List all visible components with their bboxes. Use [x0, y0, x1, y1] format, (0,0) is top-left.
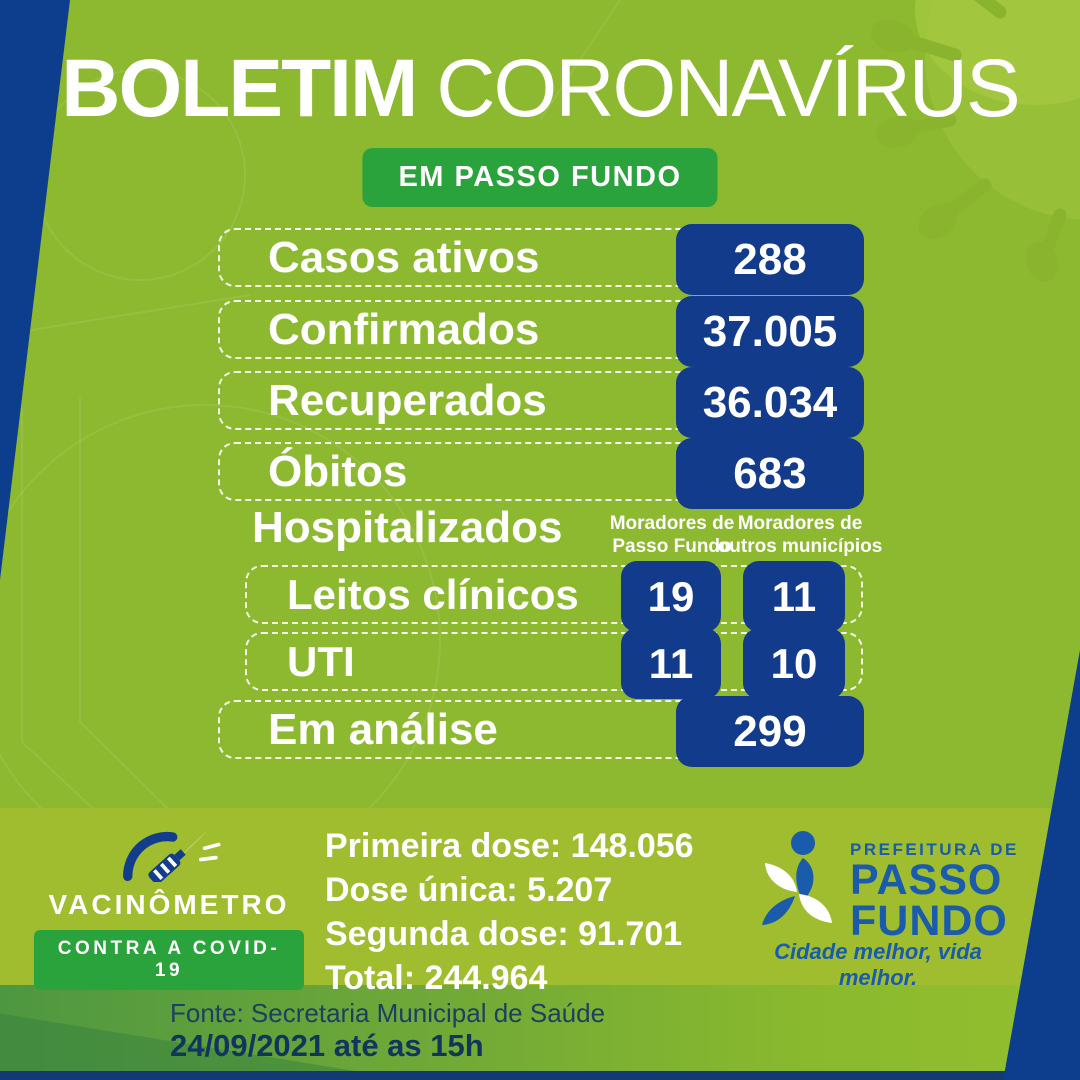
dose-line-single: Dose única: 5.207: [325, 871, 613, 909]
column-header-passo-fundo: Moradores de Passo Fundo: [592, 512, 752, 558]
stat-value-nonresidents: 11: [743, 561, 845, 632]
stat-value: 683: [676, 438, 864, 509]
stat-label: Óbitos: [268, 446, 408, 496]
vaccinometer-subtitle-badge: CONTRA A COVID-19: [34, 930, 304, 990]
stat-row-under-analysis: Em análise 299: [218, 696, 864, 767]
stat-label: Casos ativos: [268, 232, 540, 282]
stat-row-confirmed: Confirmados 37.005: [218, 296, 864, 367]
stat-value-residents: 19: [621, 561, 721, 632]
column-header-line: Moradores de: [609, 513, 735, 534]
stat-row-deaths: Óbitos 683: [218, 438, 864, 509]
page-title: BOLETIM CORONAVÍRUS: [0, 42, 1080, 136]
title-word-light: CORONAVÍRUS: [436, 43, 1020, 134]
location-badge: EM PASSO FUNDO: [362, 148, 718, 207]
dose-line-total: Total: 244.964: [325, 959, 548, 997]
stat-row-icu: UTI 11 10: [245, 628, 863, 699]
column-header-line: Moradores de: [737, 513, 863, 534]
stat-row-active-cases: Casos ativos 288: [218, 224, 864, 295]
leaf-person-icon: [762, 831, 832, 925]
stat-label: Recuperados: [268, 375, 547, 425]
stat-value: 288: [676, 224, 864, 295]
city-name: PASSO FUNDO: [850, 856, 1008, 945]
stat-value: 36.034: [676, 367, 864, 438]
vaccine-dose-list: Primeira dose: 148.056 Dose única: 5.207…: [325, 824, 694, 1000]
left-accent-wedge: [0, 0, 70, 580]
city-hall-wordmark: PREFEITURA DE PASSO FUNDO: [850, 828, 1019, 945]
column-header-line: outros municípios: [717, 536, 883, 557]
vaccinometer-title: VACINÔMETRO: [48, 889, 290, 920]
data-source-text: Fonte: Secretaria Municipal de Saúde: [170, 998, 606, 1028]
stat-value-residents: 11: [621, 628, 721, 699]
stat-value-nonresidents: 10: [743, 628, 845, 699]
city-hall-logo: PREFEITURA DE PASSO FUNDO: [758, 828, 1019, 945]
report-datetime: 24/09/2021 até as 15h: [170, 1028, 484, 1063]
vaccinometer-brand: VACINÔMETRO CONTRA A COVID-19: [34, 822, 304, 990]
stat-label: Leitos clínicos: [287, 570, 579, 618]
bottom-navy-strip: [0, 1071, 1080, 1080]
hospitalized-section-label: Hospitalizados: [252, 503, 563, 552]
stat-row-recovered: Recuperados 36.034: [218, 367, 864, 438]
stat-label: Confirmados: [268, 304, 540, 354]
city-hall-top-line: PREFEITURA DE: [850, 840, 1019, 859]
stat-label: Em análise: [268, 704, 498, 754]
column-header-line: Passo Fundo: [612, 536, 732, 557]
stat-row-clinical-beds: Leitos clínicos 19 11: [245, 561, 863, 632]
stat-label: UTI: [287, 637, 355, 685]
gauge-syringe-icon: [123, 829, 221, 885]
footer-band: Fonte: Secretaria Municipal de Saúde 24/…: [0, 985, 1080, 1080]
column-header-other-cities: Moradores de outros municípios: [705, 512, 895, 558]
stat-value: 299: [676, 696, 864, 767]
dose-line-second: Segunda dose: 91.701: [325, 915, 683, 953]
stat-value: 37.005: [676, 296, 864, 367]
dose-line-first: Primeira dose: 148.056: [325, 827, 694, 865]
city-slogan: Cidade melhor, vida melhor.: [774, 939, 982, 990]
title-word-bold: BOLETIM: [61, 43, 418, 134]
vaccinometer-panel: VACINÔMETRO CONTRA A COVID-19 Primeira d…: [0, 808, 1080, 997]
